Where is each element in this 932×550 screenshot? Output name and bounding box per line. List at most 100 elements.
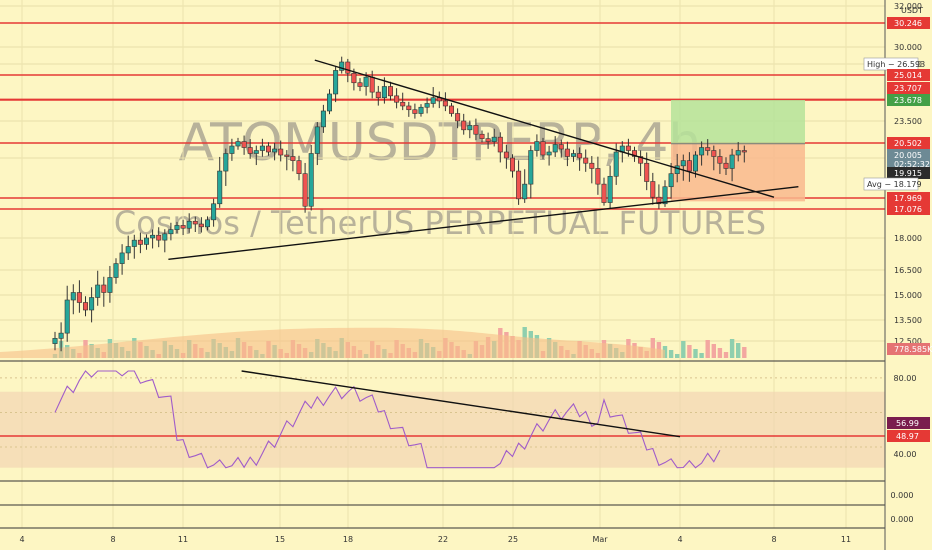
candle-body (308, 153, 314, 207)
time-tick: 22 (438, 535, 448, 544)
trendlines[interactable] (168, 59, 799, 261)
badge-box (863, 177, 919, 191)
trendline (314, 59, 775, 198)
candle-body (540, 141, 546, 156)
candle-body (503, 151, 509, 159)
time-tick: 15 (275, 535, 285, 544)
candle-body (729, 154, 735, 169)
price-tick: 13.500 (894, 316, 922, 325)
candle-body (455, 113, 461, 122)
badge-text: 23.678 (894, 96, 922, 105)
candle-body (174, 225, 180, 230)
rsi-trendline (241, 370, 681, 438)
volume-bar (699, 353, 704, 358)
time-axis[interactable]: 4 8 11 15 18 22 25 Mar 4 8 11 (19, 535, 851, 544)
candles[interactable] (52, 56, 747, 352)
candle-body (705, 147, 711, 151)
badge-box (887, 94, 930, 106)
rsi-badge-box (887, 430, 930, 442)
badge-subtext: 02:52:32 (894, 160, 930, 169)
volume-ma (0, 327, 665, 358)
watermark-description: Cosmos / TetherUS PERPETUAL FUTURES (114, 204, 766, 242)
time-tick: 4 (677, 535, 682, 544)
price-tick: 32.000 (894, 2, 922, 11)
badge-box (887, 203, 930, 215)
candle-body (314, 126, 320, 154)
candle-body (741, 150, 747, 153)
candle-body (546, 151, 552, 156)
price-tick: 15.000 (894, 291, 922, 300)
candle-body (680, 160, 686, 167)
candle-body (662, 186, 668, 205)
candle-body (406, 105, 412, 111)
lower-panel-tick: 0.000 (891, 515, 914, 524)
candle-body (345, 61, 351, 74)
candle-body (192, 220, 198, 225)
candle-body (485, 138, 491, 142)
badge-box (887, 137, 930, 149)
candle-body (638, 156, 644, 164)
candle-body (564, 148, 570, 157)
currency-label: USDT (901, 6, 923, 15)
volume-bar (681, 341, 686, 358)
candle-body (320, 110, 326, 128)
candle-body (467, 125, 473, 131)
badge-box (887, 192, 930, 204)
candle-body (448, 105, 454, 114)
candle-body (351, 72, 357, 84)
price-tick: 23.500 (894, 117, 922, 126)
badge-box (887, 82, 930, 94)
candle-body (168, 229, 174, 235)
volume-bar (717, 348, 723, 358)
candle-body (107, 277, 113, 293)
candle-body (339, 61, 345, 71)
candle-body (497, 136, 503, 153)
candle-body (589, 162, 595, 169)
volume-bars (0, 327, 747, 358)
price-tick: 18.000 (894, 234, 922, 243)
time-tick: 11 (841, 535, 851, 544)
candle-body (699, 147, 705, 156)
candle-body (326, 93, 332, 112)
candle-body (607, 175, 613, 203)
candle-body (583, 157, 589, 164)
rsi-badge-text: 56.99 (896, 419, 919, 428)
badge-text: 778.585K (894, 345, 932, 354)
candle-body (363, 76, 369, 87)
candle-body (577, 153, 583, 159)
candle-body (473, 125, 479, 135)
candle-body (247, 147, 253, 154)
candle-body (516, 170, 522, 200)
candle-body (272, 148, 278, 153)
candle-body (89, 297, 95, 311)
take-profit-zone (671, 100, 805, 144)
candle-body (284, 154, 290, 157)
candle-body (137, 239, 143, 245)
candle-body (625, 145, 631, 151)
volume-bar (675, 354, 680, 358)
candle-body (522, 183, 528, 200)
badge-text: 20.502 (894, 139, 922, 148)
candle-body (198, 223, 204, 228)
candle-body (162, 233, 168, 241)
candle-body (491, 136, 497, 142)
candle-body (156, 234, 162, 241)
candle-body (717, 156, 723, 164)
badge-text: 23.707 (894, 84, 922, 93)
candle-body (674, 165, 680, 174)
candle-body (692, 154, 698, 172)
volume-bar (723, 352, 729, 358)
candle-body (113, 263, 119, 278)
volume-bar (711, 344, 716, 358)
candle-body (101, 284, 107, 293)
rsi-panel[interactable] (0, 370, 885, 469)
time-tick: 8 (110, 535, 115, 544)
badge-box (887, 167, 930, 179)
volume-bar (742, 347, 747, 358)
price-tick: 12.500 (894, 337, 922, 346)
candle-body (400, 101, 406, 107)
candle-body (241, 141, 247, 148)
time-tick: 18 (343, 535, 353, 544)
candle-body (211, 203, 217, 221)
